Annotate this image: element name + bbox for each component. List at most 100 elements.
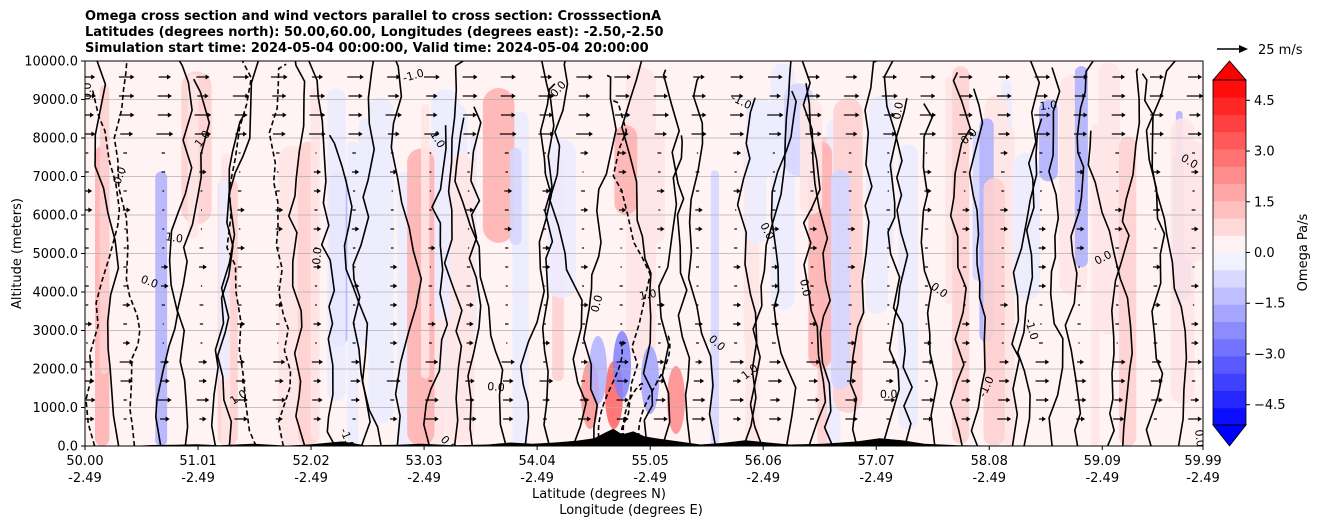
wind-vector-head	[470, 378, 475, 384]
colorbar-segment	[1213, 183, 1246, 202]
wind-vector-head	[473, 93, 478, 99]
wind-vector-head	[701, 397, 706, 403]
wind-vector-head	[739, 93, 744, 99]
wind-vector-head	[282, 112, 287, 118]
omega-fill-patch	[446, 154, 475, 444]
wind-vector-head	[355, 359, 360, 365]
wind-vector-head	[737, 302, 742, 308]
wind-vector-head	[817, 131, 822, 137]
wind-vector-head	[316, 188, 321, 194]
wind-vector-head	[434, 416, 439, 422]
wind-vector-head	[278, 226, 283, 232]
wind-vector-head	[91, 131, 96, 137]
wind-vector-head	[700, 74, 705, 80]
wind-vector-head	[88, 321, 93, 327]
omega-negative-contour	[637, 334, 671, 446]
wind-vector-head	[777, 359, 782, 365]
omega-fill-patch	[407, 148, 435, 446]
wind-vector-head	[1121, 359, 1126, 365]
wind-vector-head	[736, 188, 741, 194]
wind-vector-head	[165, 359, 170, 365]
omega-contour-line	[611, 99, 652, 446]
wind-vector-head	[203, 359, 208, 365]
wind-vector-head	[317, 226, 322, 232]
wind-vector-head	[625, 93, 630, 99]
wind-vectors	[85, 74, 1203, 422]
wind-vector-head	[90, 416, 95, 422]
wind-vector-head	[968, 74, 973, 80]
wind-vector-head	[1044, 93, 1049, 99]
wind-vector-head	[927, 169, 932, 175]
y-axis: 0.0 1000.0 2000.0 3000.0 4000.0 5000.0 6000.0 7…	[24, 55, 85, 455]
wind-vector-head	[282, 93, 287, 99]
wind-vector-head	[624, 359, 629, 365]
x-axis: 50.00 -2.49 51.01 -2.49 52.02 -2.49 53.03 -2.49…	[66, 446, 1222, 486]
wind-vector-head	[164, 264, 169, 270]
wind-vector-head	[245, 74, 250, 80]
wind-vector-head	[932, 112, 937, 118]
omega-fill-patch	[869, 95, 894, 254]
wind-vector-head	[855, 93, 860, 99]
wind-vector-head	[546, 264, 551, 270]
omega-contour-line	[154, 61, 193, 446]
contour-label: 0.0	[880, 388, 898, 401]
chart-title-line-2: Latitudes (degrees north): 50.00,60.00, …	[85, 25, 664, 40]
omega-contour-line	[1011, 118, 1043, 446]
wind-vector-head	[470, 207, 475, 213]
wind-vector-head	[1007, 93, 1012, 99]
wind-vector-head	[739, 74, 744, 80]
wind-vector-head	[1046, 131, 1051, 137]
wind-vector-head	[279, 302, 284, 308]
wind-vector-head	[317, 416, 322, 422]
wind-vector-head	[393, 321, 398, 327]
omega-fill-patch	[368, 97, 394, 424]
wind-vector-head	[281, 397, 286, 403]
omega-negative-contour	[597, 339, 623, 446]
wind-vector-head	[550, 131, 555, 137]
wind-vector-head	[622, 150, 627, 156]
wind-vector-head	[584, 302, 589, 308]
wind-vector-head	[1194, 321, 1199, 327]
omega-contour-line	[1087, 130, 1134, 446]
wind-vector-head	[472, 131, 477, 137]
wind-vector-head	[740, 359, 745, 365]
wind-vector-head	[702, 131, 707, 137]
wind-vector-head	[776, 93, 781, 99]
wind-vector-head	[1045, 378, 1050, 384]
wind-vector-head	[472, 416, 477, 422]
wind-vector-head	[624, 378, 629, 384]
wind-vector-head	[1081, 416, 1086, 422]
wind-vector-head	[241, 378, 246, 384]
wind-vector-head	[511, 74, 516, 80]
wind-vector-head	[431, 321, 436, 327]
wind-vector-head	[1080, 245, 1085, 251]
wind-vector-head	[968, 112, 973, 118]
wind-vector-head	[1004, 226, 1009, 232]
omega-contour-line	[443, 61, 464, 446]
omega-contour-line	[210, 112, 246, 446]
wind-vector-head	[243, 112, 248, 118]
wind-vector-head	[1118, 207, 1123, 213]
x-tick-label-lon: -2.49	[1186, 471, 1220, 486]
wind-vector-head	[966, 397, 971, 403]
wind-vector-head	[701, 416, 706, 422]
chart-title-line-1: Omega cross section and wind vectors par…	[85, 9, 662, 24]
omega-fill-patch	[1098, 62, 1121, 335]
wind-vector-head	[359, 74, 364, 80]
wind-vector-head	[207, 112, 212, 118]
wind-vector-head	[243, 397, 248, 403]
wind-vector-head	[317, 169, 322, 175]
wind-vector-head	[1042, 283, 1047, 289]
colorbar-segment	[1213, 218, 1246, 236]
omega-contour-line	[1048, 67, 1064, 446]
wind-vector-head	[588, 74, 593, 80]
wind-vector-head	[1083, 112, 1088, 118]
colorbar-segment	[1213, 390, 1246, 409]
wind-vector-head	[927, 340, 932, 346]
omega-strong-cell	[589, 336, 607, 404]
omega-contour-line	[1016, 61, 1041, 446]
wind-vector-head	[433, 112, 438, 118]
wind-vector-head	[1082, 378, 1087, 384]
wind-vector-head	[740, 131, 745, 137]
